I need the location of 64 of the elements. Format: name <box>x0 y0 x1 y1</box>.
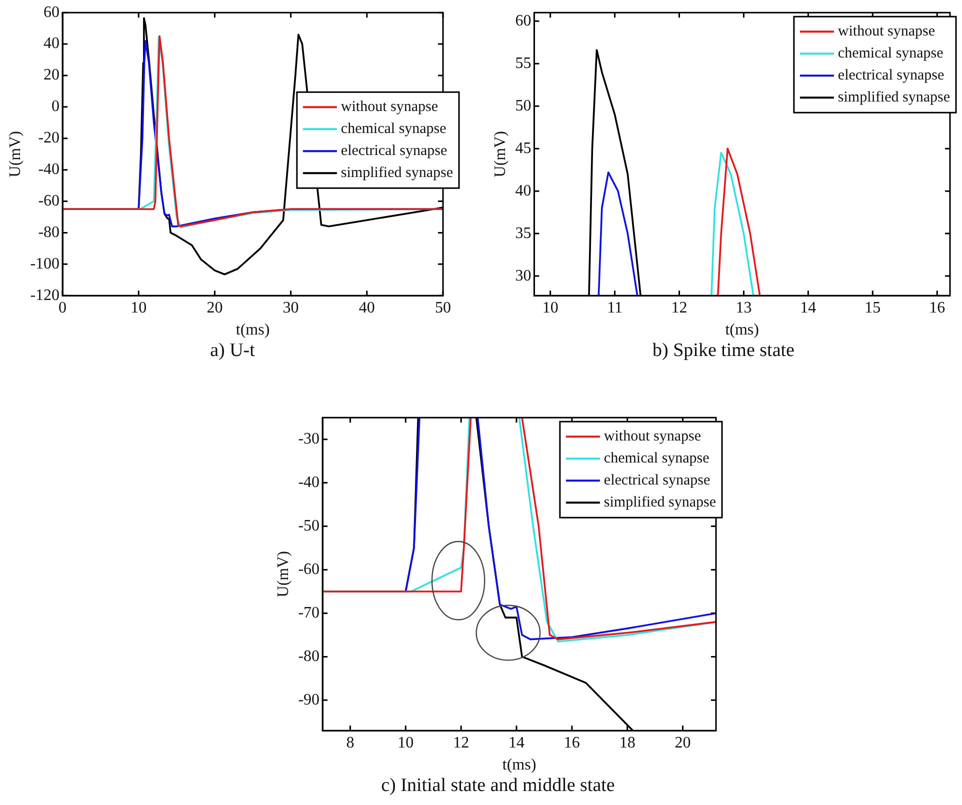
y-tick-label: -100 <box>30 255 60 272</box>
x-axis-title: t(ms) <box>236 322 270 339</box>
legend-label: electrical synapse <box>340 143 448 160</box>
x-tick-label: 15 <box>864 299 881 316</box>
legend-label: simplified synapse <box>838 90 950 106</box>
x-tick-label: 20 <box>674 734 691 752</box>
x-tick-label: 11 <box>607 299 622 316</box>
y-tick-label: 40 <box>44 35 60 52</box>
x-tick-label: 30 <box>282 299 299 316</box>
x-tick-label: 8 <box>346 734 354 752</box>
x-axis-title: t(ms) <box>725 322 759 339</box>
y-axis-title: U(mV) <box>6 130 24 178</box>
y-tick-label: -70 <box>298 604 320 622</box>
x-tick-label: 12 <box>453 734 470 752</box>
text: b) Spike time state <box>652 340 796 362</box>
x-tick-label: 16 <box>929 299 946 316</box>
y-axis-title: U(mV) <box>492 130 509 178</box>
y-tick-label: -30 <box>298 430 320 448</box>
y-tick-label: 30 <box>515 267 532 284</box>
y-tick-label: 20 <box>44 66 60 84</box>
legend-label: chemical synapse <box>838 46 944 62</box>
legend-label: without synapse <box>340 99 438 116</box>
y-tick-label: -50 <box>298 517 320 534</box>
y-tick-label: -20 <box>38 130 60 147</box>
text: c) Initial state and middle state <box>380 775 616 797</box>
y-axis-title: U(mV) <box>274 550 292 598</box>
y-tick-label: -40 <box>38 161 60 178</box>
x-tick-label: 16 <box>564 734 580 752</box>
y-tick-label: -80 <box>298 648 320 665</box>
y-tick-label: -40 <box>298 474 320 492</box>
x-tick-label: 18 <box>619 734 636 752</box>
x-tick-label: 40 <box>358 299 375 316</box>
y-tick-label: -60 <box>298 560 320 578</box>
x-tick-label: 50 <box>435 299 451 316</box>
x-tick-label: 10 <box>542 299 558 316</box>
y-tick-label: -90 <box>298 691 320 708</box>
y-tick-label: 60 <box>44 4 60 21</box>
legend-label: chemical synapse <box>340 121 447 138</box>
legend-label: chemical synapse <box>604 450 710 467</box>
legend-label: simplified synapse <box>604 494 716 511</box>
y-tick-label: 40 <box>515 182 532 200</box>
y-tick-label: 60 <box>515 12 532 30</box>
legend-label: without synapse <box>604 428 702 445</box>
x-tick-label: 14 <box>800 299 816 316</box>
x-axis-title: t(ms) <box>502 756 536 774</box>
y-tick-label: -60 <box>38 192 60 210</box>
legend-label: without synapse <box>838 24 936 40</box>
legend-label: electrical synapse <box>604 472 710 489</box>
y-tick-label: 35 <box>515 224 532 242</box>
legend-label: simplified synapse <box>340 165 454 182</box>
text: a) U-t <box>209 340 256 362</box>
y-tick-label: 50 <box>515 97 532 114</box>
x-tick-label: 14 <box>508 734 524 752</box>
y-tick-label: 55 <box>515 54 532 72</box>
y-tick-label: 0 <box>52 98 60 116</box>
y-tick-label: -80 <box>38 224 60 241</box>
x-tick-label: 12 <box>671 299 688 316</box>
x-tick-label: 20 <box>206 299 223 316</box>
x-tick-label: 10 <box>130 299 147 316</box>
x-tick-label: 10 <box>398 734 414 752</box>
y-tick-label: -120 <box>30 286 60 304</box>
y-tick-label: 45 <box>515 140 532 157</box>
x-tick-label: 13 <box>736 299 752 316</box>
legend-label: electrical synapse <box>838 68 944 84</box>
